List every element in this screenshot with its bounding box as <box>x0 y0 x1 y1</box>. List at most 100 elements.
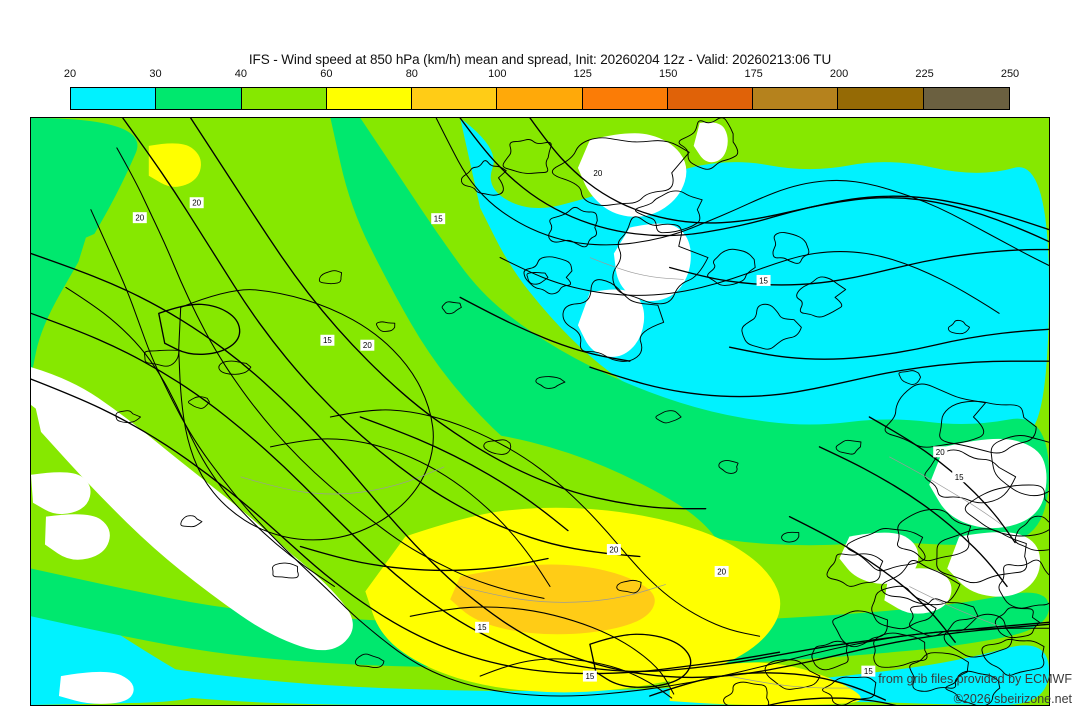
colorbar-band-30-40 <box>156 88 242 109</box>
coastline-north-island-10 <box>502 139 552 174</box>
coastline-mid-1 <box>329 409 761 637</box>
contour-label-text: 15 <box>434 215 443 224</box>
coastline-north-island-3 <box>678 118 739 170</box>
contour-label-text: 20 <box>192 199 201 208</box>
contour-label-text: 15 <box>585 672 594 681</box>
contour-label-20-5: 20 <box>714 565 729 577</box>
spread-contour-ne-5 <box>589 360 1049 398</box>
coastline-small-feature-1 <box>218 360 252 375</box>
coastline-small-feature-11 <box>898 370 922 385</box>
coastline-small-feature-4 <box>376 321 396 332</box>
contour-label-15-9: 15 <box>952 471 967 483</box>
spread-contour-mid-2 <box>359 416 569 532</box>
coastline-north-island-1 <box>612 216 709 305</box>
contour-label-background <box>189 197 204 209</box>
contour-label-15-11: 15 <box>431 213 446 225</box>
contour-label-text: 15 <box>955 473 964 482</box>
spread-contour-ne-2 <box>529 118 1049 243</box>
shade-below-min-sw2 <box>31 367 324 615</box>
border-line-4 <box>909 586 1006 629</box>
colorbar: 20 30 40 60 80 100 125 150 175 200 225 250 <box>64 68 1019 112</box>
colorbar-band-200-225 <box>838 88 924 109</box>
coastline-small-feature-19 <box>947 319 971 335</box>
shade-below-min-e2 <box>947 532 1041 597</box>
colorbar-tick-80: 80 <box>405 68 418 80</box>
border-line-2 <box>460 584 666 603</box>
coastline-northeast-inner <box>499 251 1000 314</box>
coastline-small-feature-17 <box>526 272 549 285</box>
shade-below-min-sw3 <box>58 671 134 704</box>
shade-below-min-e1 <box>929 438 1047 529</box>
coastline-island-0 <box>884 383 987 448</box>
shade-below-min-n3 <box>577 289 645 357</box>
shade-below-min-n1 <box>577 133 687 217</box>
contour-label-text: 15 <box>759 276 768 285</box>
spread-contour-20-a <box>31 378 781 675</box>
coastline-north-island-11 <box>460 160 507 196</box>
coastline-island-13 <box>943 613 1013 658</box>
page-title: IFS - Wind speed at 850 hPa (km/h) mean … <box>248 52 832 67</box>
spread-contour-ne-1 <box>459 118 1049 237</box>
contour-label-text: 20 <box>717 567 726 576</box>
coastline-island-5 <box>897 508 972 562</box>
contour-label-text: 20 <box>609 546 618 555</box>
contour-label-text: 15 <box>478 623 487 632</box>
spread-contour-ne-4 <box>728 328 1049 360</box>
coastline-north-island-9 <box>796 276 847 318</box>
contour-label-text: 20 <box>936 448 945 457</box>
contour-label-background <box>933 446 948 458</box>
contour-label-15-6: 15 <box>475 621 490 633</box>
contour-label-15-8: 15 <box>861 665 876 677</box>
contour-label-text: 20 <box>363 341 372 350</box>
coastline-island-24 <box>1014 515 1049 551</box>
shade-region-80-100-max <box>450 564 655 635</box>
coastline-mid-2 <box>270 438 551 587</box>
contour-label-15-7: 15 <box>582 670 597 682</box>
border-line-3 <box>889 456 1008 529</box>
contour-label-20-12: 20 <box>590 167 605 179</box>
colorbar-tick-200: 200 <box>829 68 849 80</box>
spread-contour-20-loop-w <box>158 303 241 356</box>
contour-label-15-13: 15 <box>756 274 771 286</box>
spread-contour-e-1 <box>818 446 1008 588</box>
coastline-north-island-8 <box>741 303 802 350</box>
contour-label-background <box>714 565 729 577</box>
contour-label-background <box>756 274 771 286</box>
coastline-main-south <box>90 209 1049 697</box>
border-line-5 <box>729 675 854 689</box>
coastline-island-4 <box>964 484 1049 537</box>
contour-label-20-4: 20 <box>606 544 621 556</box>
contour-label-background <box>861 665 876 677</box>
contour-label-text: 15 <box>864 667 873 676</box>
spread-contour-se-1 <box>649 672 886 701</box>
colorbar-tick-175: 175 <box>744 68 763 80</box>
spread-contour-20-loop <box>589 633 692 688</box>
spread-contour-mid-1 <box>299 545 549 572</box>
coastline-small-feature-2 <box>187 396 210 409</box>
coastline-northeast <box>435 118 1049 267</box>
colorbar-band-125-150 <box>582 88 668 109</box>
shade-below-min-n4 <box>693 122 728 163</box>
colorbar-tick-20: 20 <box>63 68 77 80</box>
border-line-1 <box>240 466 445 495</box>
shade-region-60-80-nw-spot <box>148 143 201 187</box>
coastline-north-island-12 <box>772 231 810 264</box>
coastline-island-18 <box>945 670 1001 705</box>
contour-label-background <box>590 167 605 179</box>
coastline-island-22 <box>723 681 770 705</box>
coastline-island-2 <box>990 435 1049 497</box>
contour-label-background <box>132 212 147 224</box>
colorbar-band-225-250 <box>923 88 1009 109</box>
spread-contour-mid-3 <box>459 296 631 362</box>
spread-contour-ne-3 <box>669 248 1049 286</box>
coastline-small-feature-7 <box>718 459 739 474</box>
colorbar-tick-labels: 20 30 40 60 80 100 125 150 175 200 225 250 <box>64 68 1019 84</box>
coastline-small-feature-8 <box>272 562 299 579</box>
contour-label-background <box>952 471 967 483</box>
spread-contour-se-2 <box>767 697 897 705</box>
coastline-small-feature-10 <box>441 301 462 315</box>
coastline-island-19 <box>811 640 849 671</box>
contour-label-20-0: 20 <box>189 197 204 209</box>
map-plot-area[interactable]: 20 20 15 20 20 20 15 15 15 15 20 15 20 15 <box>30 117 1050 706</box>
shade-below-min-w1 <box>31 472 91 515</box>
